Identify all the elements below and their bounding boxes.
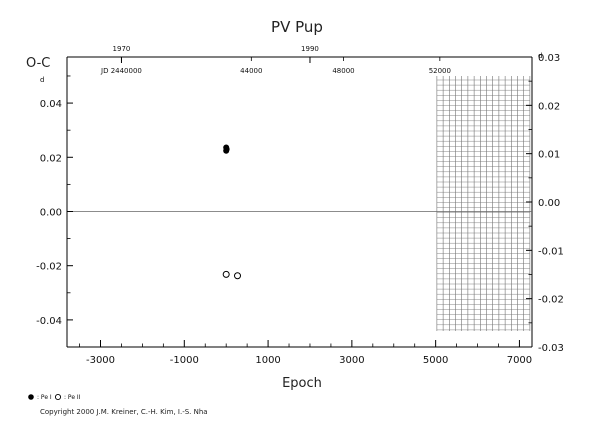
top-jd-label: 48000 — [332, 67, 354, 75]
top-year-label: 1990 — [301, 45, 319, 53]
point-pe2 — [222, 270, 230, 278]
left-unit-mark: d — [40, 76, 44, 84]
right-y-tick-label: 0.00 — [538, 198, 560, 209]
y-axis-label: O-C — [26, 56, 50, 71]
data-points — [222, 144, 241, 280]
x-tick-label: -3000 — [86, 355, 115, 366]
top-jd-label: 52000 — [429, 67, 451, 75]
y-tick-label: 0.00 — [40, 207, 62, 218]
right-y-tick-label: 0.01 — [538, 150, 560, 161]
grid-region — [436, 76, 531, 331]
copyright-notice: Copyright 2000 J.M. Kreiner, C.-H. Kim, … — [40, 408, 208, 416]
y-tick-label: -0.04 — [36, 316, 62, 327]
chart-title: PV Pup — [271, 18, 323, 36]
x-tick-label: 3000 — [339, 355, 364, 366]
y-tick-label: 0.04 — [40, 99, 62, 110]
tick-labels: -3000 -1000 1000 3000 5000 7000 0.04 0.02 0.00 -0… — [36, 45, 564, 366]
axes — [66, 56, 533, 348]
right-unit-mark: d — [538, 52, 542, 60]
y-tick-label: -0.02 — [36, 262, 62, 273]
legend-label-pe2: : Pe II — [64, 394, 81, 401]
right-y-tick-label: -0.03 — [538, 343, 564, 354]
legend: : Pe I : Pe II — [28, 393, 81, 401]
top-jd-label: 44000 — [240, 67, 262, 75]
point-pe2 — [234, 272, 241, 280]
x-tick-label: 5000 — [423, 355, 448, 366]
point-pe1 — [223, 146, 230, 153]
right-y-tick-label: -0.02 — [538, 295, 564, 306]
top-year-label: 1970 — [113, 45, 131, 53]
right-y-tick-label: 0.03 — [538, 53, 560, 64]
right-y-tick-label: -0.01 — [538, 246, 564, 257]
x-tick-label: -1000 — [170, 355, 199, 366]
x-tick-label: 1000 — [255, 355, 280, 366]
x-tick-label: 7000 — [507, 355, 532, 366]
y-tick-label: 0.02 — [40, 153, 62, 164]
legend-label-pe1: : Pe I — [37, 394, 52, 401]
right-y-tick-label: 0.02 — [538, 101, 560, 112]
legend-marker-open — [54, 393, 62, 401]
legend-marker-filled — [28, 394, 34, 400]
top-jd-label: JD 2440000 — [100, 67, 142, 75]
x-axis-label: Epoch — [282, 376, 322, 391]
